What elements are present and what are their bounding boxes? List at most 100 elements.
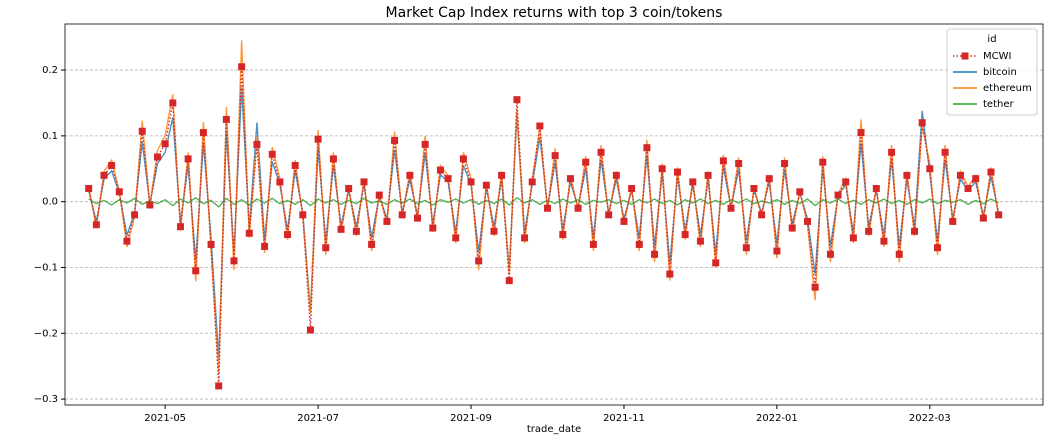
- marker: [284, 231, 292, 239]
- marker: [811, 283, 819, 291]
- marker: [635, 240, 643, 248]
- marker: [880, 237, 888, 245]
- legend-box: [946, 28, 1038, 116]
- marker: [115, 188, 123, 196]
- marker: [345, 185, 353, 193]
- marker: [689, 178, 697, 186]
- marker: [291, 161, 299, 169]
- marker: [559, 231, 567, 239]
- marker: [521, 234, 529, 242]
- y-tick-label: 0.1: [42, 131, 58, 142]
- marker: [383, 217, 391, 225]
- marker: [819, 158, 827, 166]
- marker: [276, 178, 284, 186]
- marker: [857, 129, 865, 137]
- marker: [131, 211, 139, 219]
- marker: [459, 155, 467, 163]
- marker: [207, 240, 215, 248]
- x-tick-label: 2021-07: [297, 413, 339, 424]
- marker: [719, 157, 727, 165]
- marker: [199, 129, 207, 137]
- legend-label: MCWI: [983, 51, 1011, 62]
- legend-title: id: [987, 34, 996, 45]
- marker: [872, 185, 880, 193]
- series-line: [88, 66, 1000, 386]
- marker: [643, 144, 651, 152]
- marker: [253, 140, 261, 148]
- marker: [123, 237, 131, 245]
- marker: [176, 223, 184, 231]
- x-tick-label: 2021-05: [144, 413, 186, 424]
- marker: [138, 127, 146, 135]
- marker: [146, 201, 154, 209]
- marker: [528, 178, 536, 186]
- marker: [92, 221, 100, 229]
- marker: [551, 152, 559, 160]
- marker: [826, 250, 834, 258]
- x-tick-label: 2022-01: [756, 413, 798, 424]
- marker: [161, 140, 169, 148]
- marker: [758, 211, 766, 219]
- marker: [842, 178, 850, 186]
- marker: [268, 150, 276, 158]
- marker: [956, 171, 964, 179]
- marker: [505, 277, 513, 285]
- marker: [666, 270, 674, 278]
- marker: [949, 217, 957, 225]
- marker: [704, 171, 712, 179]
- series-line: [88, 196, 999, 208]
- x-tick-label: 2021-09: [450, 413, 492, 424]
- marker: [750, 185, 758, 193]
- marker: [895, 250, 903, 258]
- marker: [727, 204, 735, 212]
- marker: [108, 161, 116, 169]
- marker: [651, 250, 659, 258]
- marker: [421, 140, 429, 148]
- x-tick-label: 2021-11: [603, 413, 645, 424]
- marker: [406, 171, 414, 179]
- marker: [796, 188, 804, 196]
- marker: [620, 217, 628, 225]
- marker: [696, 237, 704, 245]
- marker: [154, 153, 162, 161]
- y-tick-label: −0.3: [34, 394, 58, 405]
- marker: [352, 227, 360, 235]
- marker: [544, 204, 552, 212]
- marker: [781, 160, 789, 168]
- marker: [834, 191, 842, 199]
- marker: [452, 234, 460, 242]
- marker: [429, 224, 437, 232]
- marker: [398, 211, 406, 219]
- marker: [582, 158, 590, 166]
- marker: [414, 214, 422, 222]
- marker: [436, 166, 444, 174]
- marker: [184, 155, 192, 163]
- marker: [658, 165, 666, 173]
- marker: [222, 115, 230, 123]
- marker: [490, 227, 498, 235]
- marker: [215, 382, 223, 390]
- marker: [681, 231, 689, 239]
- marker: [467, 178, 475, 186]
- marker: [536, 122, 544, 130]
- marker: [322, 244, 330, 252]
- marker: [712, 259, 720, 267]
- marker: [566, 175, 574, 183]
- marker: [238, 63, 246, 71]
- marker: [85, 185, 93, 193]
- marker: [673, 168, 681, 176]
- marker: [849, 234, 857, 242]
- marker: [926, 165, 934, 173]
- marker: [742, 244, 750, 252]
- marker: [788, 224, 796, 232]
- chart-title: Market Cap Index returns with top 3 coin…: [386, 5, 723, 21]
- legend-marker: [961, 52, 969, 60]
- marker: [306, 326, 314, 334]
- marker: [230, 257, 238, 265]
- marker: [314, 135, 322, 143]
- marker: [628, 185, 636, 193]
- marker: [475, 257, 483, 265]
- legend-label: tether: [983, 99, 1014, 110]
